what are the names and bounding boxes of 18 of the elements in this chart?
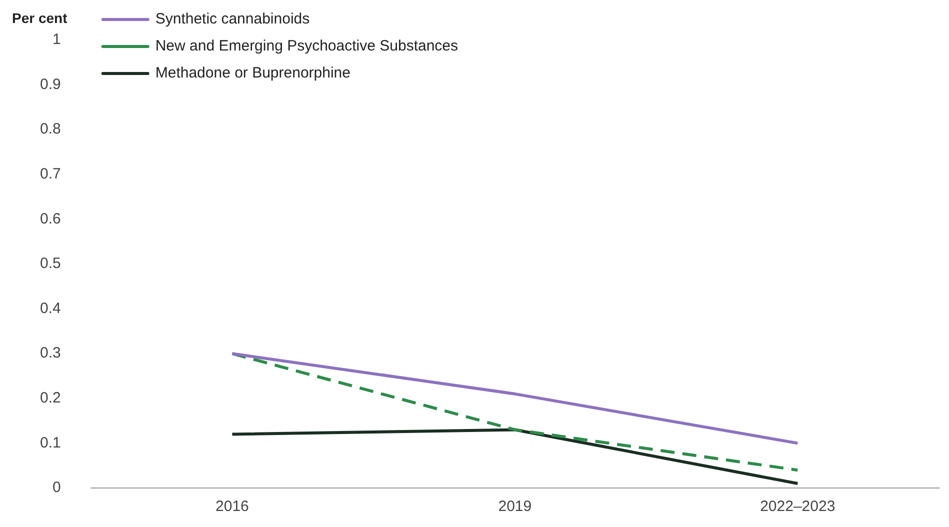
y-tick-label: 0.4 — [40, 300, 61, 317]
y-tick-label: 0.8 — [40, 120, 61, 138]
x-tick-label: 2016 — [216, 498, 249, 516]
y-axis-title: Per cent — [12, 10, 68, 26]
y-tick-label: 0.7 — [40, 166, 61, 183]
x-tick-label: 2019 — [498, 498, 532, 516]
y-tick-label: 0.6 — [40, 210, 61, 228]
y-tick-label: 0.2 — [40, 390, 61, 407]
legend-label: Methadone or Buprenorphine — [155, 64, 350, 82]
y-tick-label: 0 — [52, 479, 61, 496]
legend-label: Synthetic cannabinoids — [155, 10, 310, 28]
y-tick-label: 0.3 — [40, 344, 61, 362]
legend-label: New and Emerging Psychoactive Substances — [155, 38, 458, 55]
y-tick-label: 0.5 — [40, 255, 61, 272]
y-tick-label: 1 — [52, 31, 61, 48]
x-tick-label: 2022–2023 — [760, 498, 836, 516]
y-tick-label: 0.1 — [40, 434, 61, 452]
y-tick-label: 0.9 — [40, 76, 61, 93]
